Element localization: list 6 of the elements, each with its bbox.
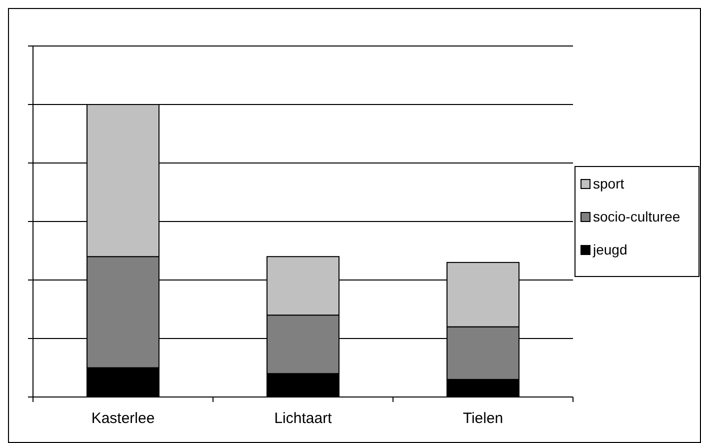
legend-label: socio-culturee [593,208,680,224]
x-tick-label: Kasterlee [91,410,155,427]
legend-label: sport [593,176,624,192]
x-tick-label: Lichtaart [274,410,333,427]
legend-label: jeugd [592,242,628,258]
x-tick-label: Tielen [462,410,504,427]
